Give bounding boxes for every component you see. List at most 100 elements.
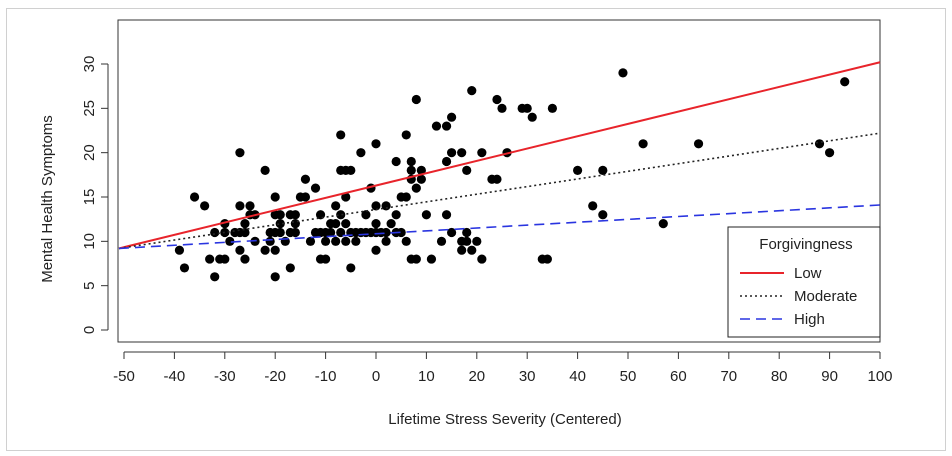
data-point <box>522 103 532 113</box>
y-tick-label: 15 <box>81 189 98 206</box>
y-tick-label: 0 <box>81 326 98 334</box>
data-point <box>321 236 331 246</box>
x-tick-label: 10 <box>418 368 435 385</box>
data-point <box>179 263 190 273</box>
data-point <box>245 201 255 211</box>
x-tick-label: 0 <box>372 368 380 385</box>
data-point <box>386 219 396 229</box>
y-tick-label: 20 <box>81 144 98 161</box>
data-point <box>205 254 215 264</box>
x-tick-label: -20 <box>264 368 286 385</box>
data-point <box>467 86 477 96</box>
data-point <box>265 236 275 246</box>
x-tick-label: 40 <box>569 368 586 385</box>
data-point <box>472 236 482 246</box>
data-point <box>441 121 452 131</box>
legend-label-moderate: Moderate <box>794 288 857 305</box>
data-point <box>300 192 311 202</box>
y-tick-label: 10 <box>81 233 98 250</box>
data-point <box>270 192 280 202</box>
data-point <box>492 174 502 184</box>
data-point <box>598 165 608 175</box>
x-tick-label: 90 <box>821 368 838 385</box>
data-point <box>447 112 457 122</box>
data-point <box>421 210 431 220</box>
data-point <box>336 227 346 238</box>
legend-box <box>727 226 881 338</box>
x-tick-label: 30 <box>519 368 536 385</box>
data-point <box>638 139 648 149</box>
x-tick-label: 100 <box>867 368 892 385</box>
legend-title: Forgivingness <box>759 236 852 253</box>
data-point <box>462 236 472 246</box>
data-point <box>492 94 502 105</box>
data-point <box>361 210 371 220</box>
data-point <box>290 227 300 238</box>
data-point <box>401 130 411 140</box>
data-point <box>840 77 850 87</box>
data-point <box>326 227 336 238</box>
data-point <box>331 201 341 211</box>
data-point <box>336 210 346 220</box>
data-point <box>220 254 230 264</box>
data-point <box>457 148 467 158</box>
data-point <box>416 174 426 184</box>
data-point <box>371 139 381 149</box>
x-tick-label: -50 <box>113 368 135 385</box>
legend-label-high: High <box>794 311 825 328</box>
data-point <box>305 236 316 246</box>
x-tick-label: -10 <box>315 368 337 385</box>
data-point <box>290 210 300 220</box>
data-point <box>436 236 447 246</box>
data-point <box>462 227 472 238</box>
data-point <box>240 219 250 229</box>
data-point <box>396 227 406 238</box>
data-point <box>200 201 210 211</box>
y-tick-label: 25 <box>81 100 98 117</box>
data-point <box>331 219 341 229</box>
data-point <box>814 139 825 149</box>
data-point <box>497 103 507 113</box>
data-point <box>275 227 285 238</box>
data-point <box>618 68 628 78</box>
data-point <box>310 183 321 193</box>
data-point <box>341 192 351 202</box>
data-point <box>275 219 285 229</box>
data-point <box>341 219 351 229</box>
data-point <box>477 148 487 158</box>
data-point <box>542 254 552 264</box>
y-tick-label: 5 <box>81 281 98 289</box>
data-point <box>381 201 391 211</box>
x-tick-label: 80 <box>771 368 788 385</box>
regression-line-low <box>118 61 881 250</box>
data-point <box>336 130 346 140</box>
data-point <box>351 236 361 246</box>
data-point <box>406 165 416 175</box>
regression-line-moderate <box>118 132 881 250</box>
data-point <box>235 245 245 255</box>
data-point <box>290 219 300 229</box>
x-tick-label: 60 <box>670 368 687 385</box>
data-point <box>441 156 452 167</box>
data-point <box>260 165 270 175</box>
data-point <box>441 210 452 220</box>
data-point <box>447 227 457 238</box>
data-point <box>270 272 280 282</box>
data-point <box>467 245 477 255</box>
data-point <box>527 112 537 122</box>
data-point <box>371 245 381 255</box>
y-tick-label: 30 <box>81 56 98 73</box>
data-point <box>391 156 401 167</box>
data-point <box>381 227 391 238</box>
data-point <box>547 103 558 113</box>
data-point <box>210 272 220 282</box>
data-point <box>321 254 331 264</box>
x-tick-label: 50 <box>620 368 637 385</box>
data-point <box>371 219 381 229</box>
data-point <box>401 236 411 246</box>
data-point <box>275 210 285 220</box>
data-point <box>406 156 416 167</box>
data-point <box>346 165 356 175</box>
data-point <box>588 201 598 211</box>
data-point <box>431 121 442 131</box>
